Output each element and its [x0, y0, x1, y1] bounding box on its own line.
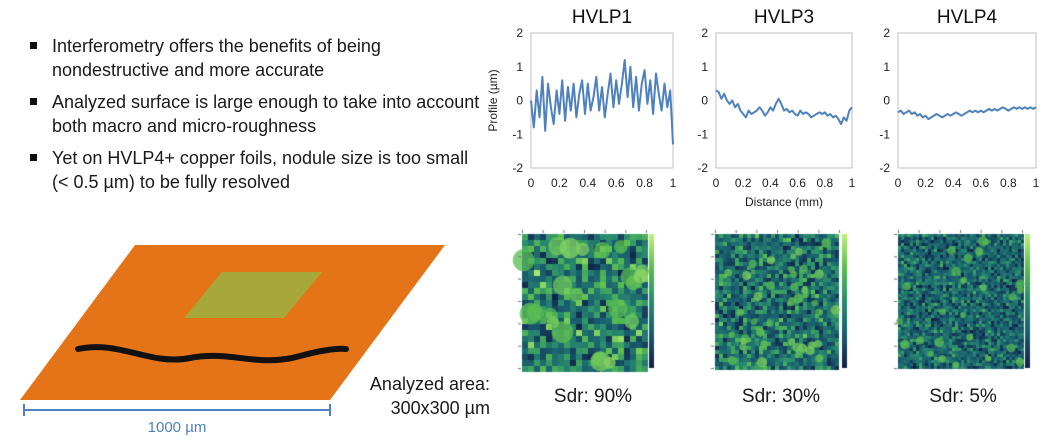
analyzed-area-line1: Analyzed area:	[369, 374, 490, 394]
bullet-item: Analyzed surface is large enough to take…	[30, 90, 480, 138]
x-tick-label: 0.2	[551, 176, 568, 190]
bullet-square-icon	[30, 154, 37, 161]
x-tick-label: 0.4	[945, 176, 962, 190]
x-tick-label: 0.6	[789, 176, 806, 190]
bullet-list: Interferometry offers the benefits of be…	[30, 34, 480, 202]
sdr-label-hvlp3: Sdr: 30%	[741, 386, 821, 407]
x-tick-label: 1	[1033, 176, 1040, 190]
surface-map-hvlp3	[705, 228, 851, 374]
profile-series-line	[530, 59, 674, 145]
chart-hvlp4: HVLP4 2 1 0 -1 -2 0 0.2 0.4 0.6 0.8 1	[879, 7, 1040, 190]
y-tick-label: 1	[701, 60, 708, 74]
chart-hvlp1: HVLP1 2 1 0 -1 -2 0 0.2 0.4 0.6 0.8 1 Profile (µm)	[486, 7, 677, 190]
chart-title: HVLP3	[754, 7, 814, 28]
x-tick-label: 0.6	[608, 176, 625, 190]
bullet-item: Interferometry offers the benefits of be…	[30, 34, 480, 82]
x-tick-label: 0	[713, 176, 720, 190]
x-tick-label: 0.4	[579, 176, 596, 190]
y-tick-label: -2	[879, 161, 890, 175]
analyzed-area-line2: 300x300 µm	[390, 398, 490, 418]
scale-label: 1000 µm	[148, 419, 207, 436]
y-tick-label: -1	[697, 127, 708, 141]
bullet-text: Yet on HVLP4+ copper foils, nodule size …	[52, 148, 469, 192]
x-tick-label: 0	[528, 176, 535, 190]
y-tick-label: 1	[883, 60, 890, 74]
profile-series-line	[715, 89, 853, 126]
bullet-text: Interferometry offers the benefits of be…	[52, 36, 381, 80]
bullet-square-icon	[30, 42, 37, 49]
bullet-text: Analyzed surface is large enough to take…	[52, 92, 480, 136]
y-tick-label: -1	[512, 127, 523, 141]
analyzed-area-label: Analyzed area: 300x300 µm	[330, 372, 490, 420]
y-tick-label: -2	[697, 161, 708, 175]
x-tick-label: 0	[895, 176, 902, 190]
x-tick-label: 1	[849, 176, 856, 190]
bullet-square-icon	[30, 98, 37, 105]
y-tick-label: -2	[512, 161, 523, 175]
x-tick-label: 0.8	[636, 176, 653, 190]
bullet-item: Yet on HVLP4+ copper foils, nodule size …	[30, 146, 480, 194]
x-tick-label: 0.2	[735, 176, 752, 190]
y-tick-label: 2	[883, 26, 890, 40]
y-tick-label: 1	[516, 60, 523, 74]
x-tick-label: 0.8	[816, 176, 833, 190]
foil-illustration: 1000 µm	[20, 245, 445, 436]
chart-title: HVLP4	[937, 7, 998, 28]
profile-line	[75, 344, 349, 364]
analyzed-area-square	[184, 272, 322, 318]
surface-map-hvlp1	[512, 228, 658, 374]
y-tick-label: 0	[701, 94, 708, 108]
profile-series-line	[897, 106, 1037, 121]
y-tick-label: 0	[883, 94, 890, 108]
y-tick-label: 2	[701, 26, 708, 40]
chart-title: HVLP1	[572, 7, 632, 28]
x-tick-label: 0.6	[972, 176, 989, 190]
sdr-label-hvlp1: Sdr: 90%	[553, 386, 633, 407]
x-tick-label: 0.8	[1000, 176, 1017, 190]
surface-map-hvlp4	[888, 228, 1034, 374]
copper-foil-sheet	[20, 245, 445, 400]
y-tick-label: -1	[879, 127, 890, 141]
x-tick-label: 0.4	[762, 176, 779, 190]
plot-frame	[715, 32, 853, 169]
y-tick-label: 0	[516, 94, 523, 108]
plot-frame	[897, 32, 1037, 169]
y-axis-label: Profile (µm)	[486, 69, 500, 131]
sdr-label-hvlp4: Sdr: 5%	[929, 386, 997, 407]
x-axis-label: Distance (mm)	[745, 195, 823, 209]
y-tick-label: 2	[516, 26, 523, 40]
x-tick-label: 1	[670, 176, 677, 190]
chart-hvlp3: HVLP3 2 1 0 -1 -2 0 0.2 0.4 0.6 0.8 1 Distance (mm)	[697, 7, 856, 209]
x-tick-label: 0.2	[917, 176, 934, 190]
